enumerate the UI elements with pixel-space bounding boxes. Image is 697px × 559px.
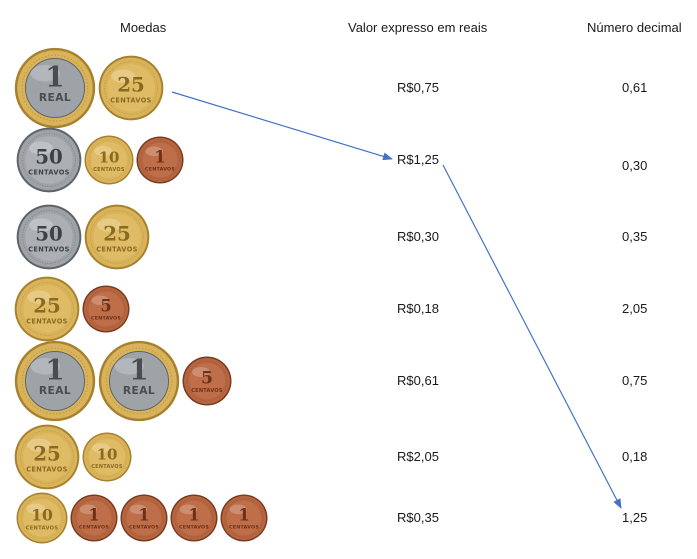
coins-row-5: 1 REAL 1 REAL 5 CENTAVOS: [0, 0, 300, 559]
svg-text:CENTAVOS: CENTAVOS: [145, 167, 175, 173]
header-coins: Moedas: [120, 20, 167, 35]
svg-text:1: 1: [45, 60, 64, 93]
svg-text:REAL: REAL: [39, 384, 71, 397]
coins-row-6: 25 CENTAVOS 10 CENTAVOS: [0, 0, 300, 559]
svg-text:1: 1: [45, 353, 64, 386]
svg-text:1: 1: [188, 505, 199, 524]
value-cell-4: R$0,18: [397, 301, 439, 316]
svg-text:CENTAVOS: CENTAVOS: [28, 246, 69, 254]
svg-text:25: 25: [33, 293, 61, 317]
svg-text:50: 50: [35, 221, 63, 245]
svg-text:CENTAVOS: CENTAVOS: [26, 466, 67, 474]
svg-text:CENTAVOS: CENTAVOS: [79, 525, 109, 531]
svg-text:5: 5: [100, 296, 111, 315]
svg-text:CENTAVOS: CENTAVOS: [110, 97, 151, 105]
arrow-row1-to-value: [171, 91, 393, 161]
decimal-cell-5: 0,75: [622, 373, 648, 388]
value-cell-5: R$0,61: [397, 373, 439, 388]
decimal-cell-2: 0,30: [622, 158, 648, 173]
decimal-cell-3: 0,35: [622, 229, 648, 244]
svg-text:10: 10: [99, 149, 120, 167]
svg-text:50: 50: [35, 144, 63, 168]
decimal-cell-1: 0,61: [622, 80, 648, 95]
svg-text:5: 5: [201, 369, 213, 389]
svg-text:CENTAVOS: CENTAVOS: [179, 525, 209, 531]
svg-text:25: 25: [33, 441, 61, 465]
arrow-value-to-decimal: [442, 164, 622, 509]
header-value: Valor expresso em reais: [348, 20, 488, 35]
decimal-cell-7: 1,25: [622, 510, 648, 525]
svg-text:CENTAVOS: CENTAVOS: [129, 525, 159, 531]
svg-text:CENTAVOS: CENTAVOS: [96, 246, 137, 254]
svg-text:REAL: REAL: [123, 384, 155, 397]
value-cell-1: R$0,75: [397, 80, 439, 95]
header-decimal: Número decimal: [587, 20, 682, 35]
value-cell-7: R$0,35: [397, 510, 439, 525]
coins-row-3: 50 CENTAVOS 25 CENTAVOS: [0, 0, 300, 559]
svg-text:CENTAVOS: CENTAVOS: [93, 167, 125, 173]
svg-text:CENTAVOS: CENTAVOS: [191, 388, 223, 394]
svg-text:CENTAVOS: CENTAVOS: [91, 464, 123, 470]
coins-row-4: 25 CENTAVOS 5 CENTAVOS: [0, 0, 300, 559]
decimal-cell-4: 2,05: [622, 301, 648, 316]
coins-row-1: 1 REAL 25 CENTAVOS: [0, 0, 300, 559]
value-cell-3: R$0,30: [397, 229, 439, 244]
svg-text:25: 25: [103, 221, 131, 245]
decimal-cell-6: 0,18: [622, 449, 648, 464]
svg-text:10: 10: [97, 446, 118, 464]
value-cell-6: R$2,05: [397, 449, 439, 464]
value-cell-2: R$1,25: [397, 152, 439, 167]
svg-text:CENTAVOS: CENTAVOS: [26, 318, 67, 326]
svg-text:1: 1: [138, 505, 149, 524]
svg-text:REAL: REAL: [39, 91, 71, 104]
svg-text:1: 1: [154, 147, 165, 166]
svg-text:1: 1: [129, 353, 148, 386]
svg-text:CENTAVOS: CENTAVOS: [229, 525, 259, 531]
svg-text:10: 10: [31, 506, 53, 525]
svg-text:CENTAVOS: CENTAVOS: [91, 316, 121, 322]
coins-row-7: 10 CENTAVOS 1 CENTAVOS 1 CENTAVOS 1 CENTAVOS 1 CE…: [0, 0, 300, 559]
coins-row-2: 50 CENTAVOS 10 CENTAVOS 1 CENTAVOS: [0, 0, 300, 559]
svg-text:CENTAVOS: CENTAVOS: [28, 169, 69, 177]
svg-text:1: 1: [88, 505, 99, 524]
svg-text:1: 1: [238, 505, 249, 524]
svg-text:25: 25: [117, 72, 145, 96]
svg-text:CENTAVOS: CENTAVOS: [26, 525, 59, 531]
